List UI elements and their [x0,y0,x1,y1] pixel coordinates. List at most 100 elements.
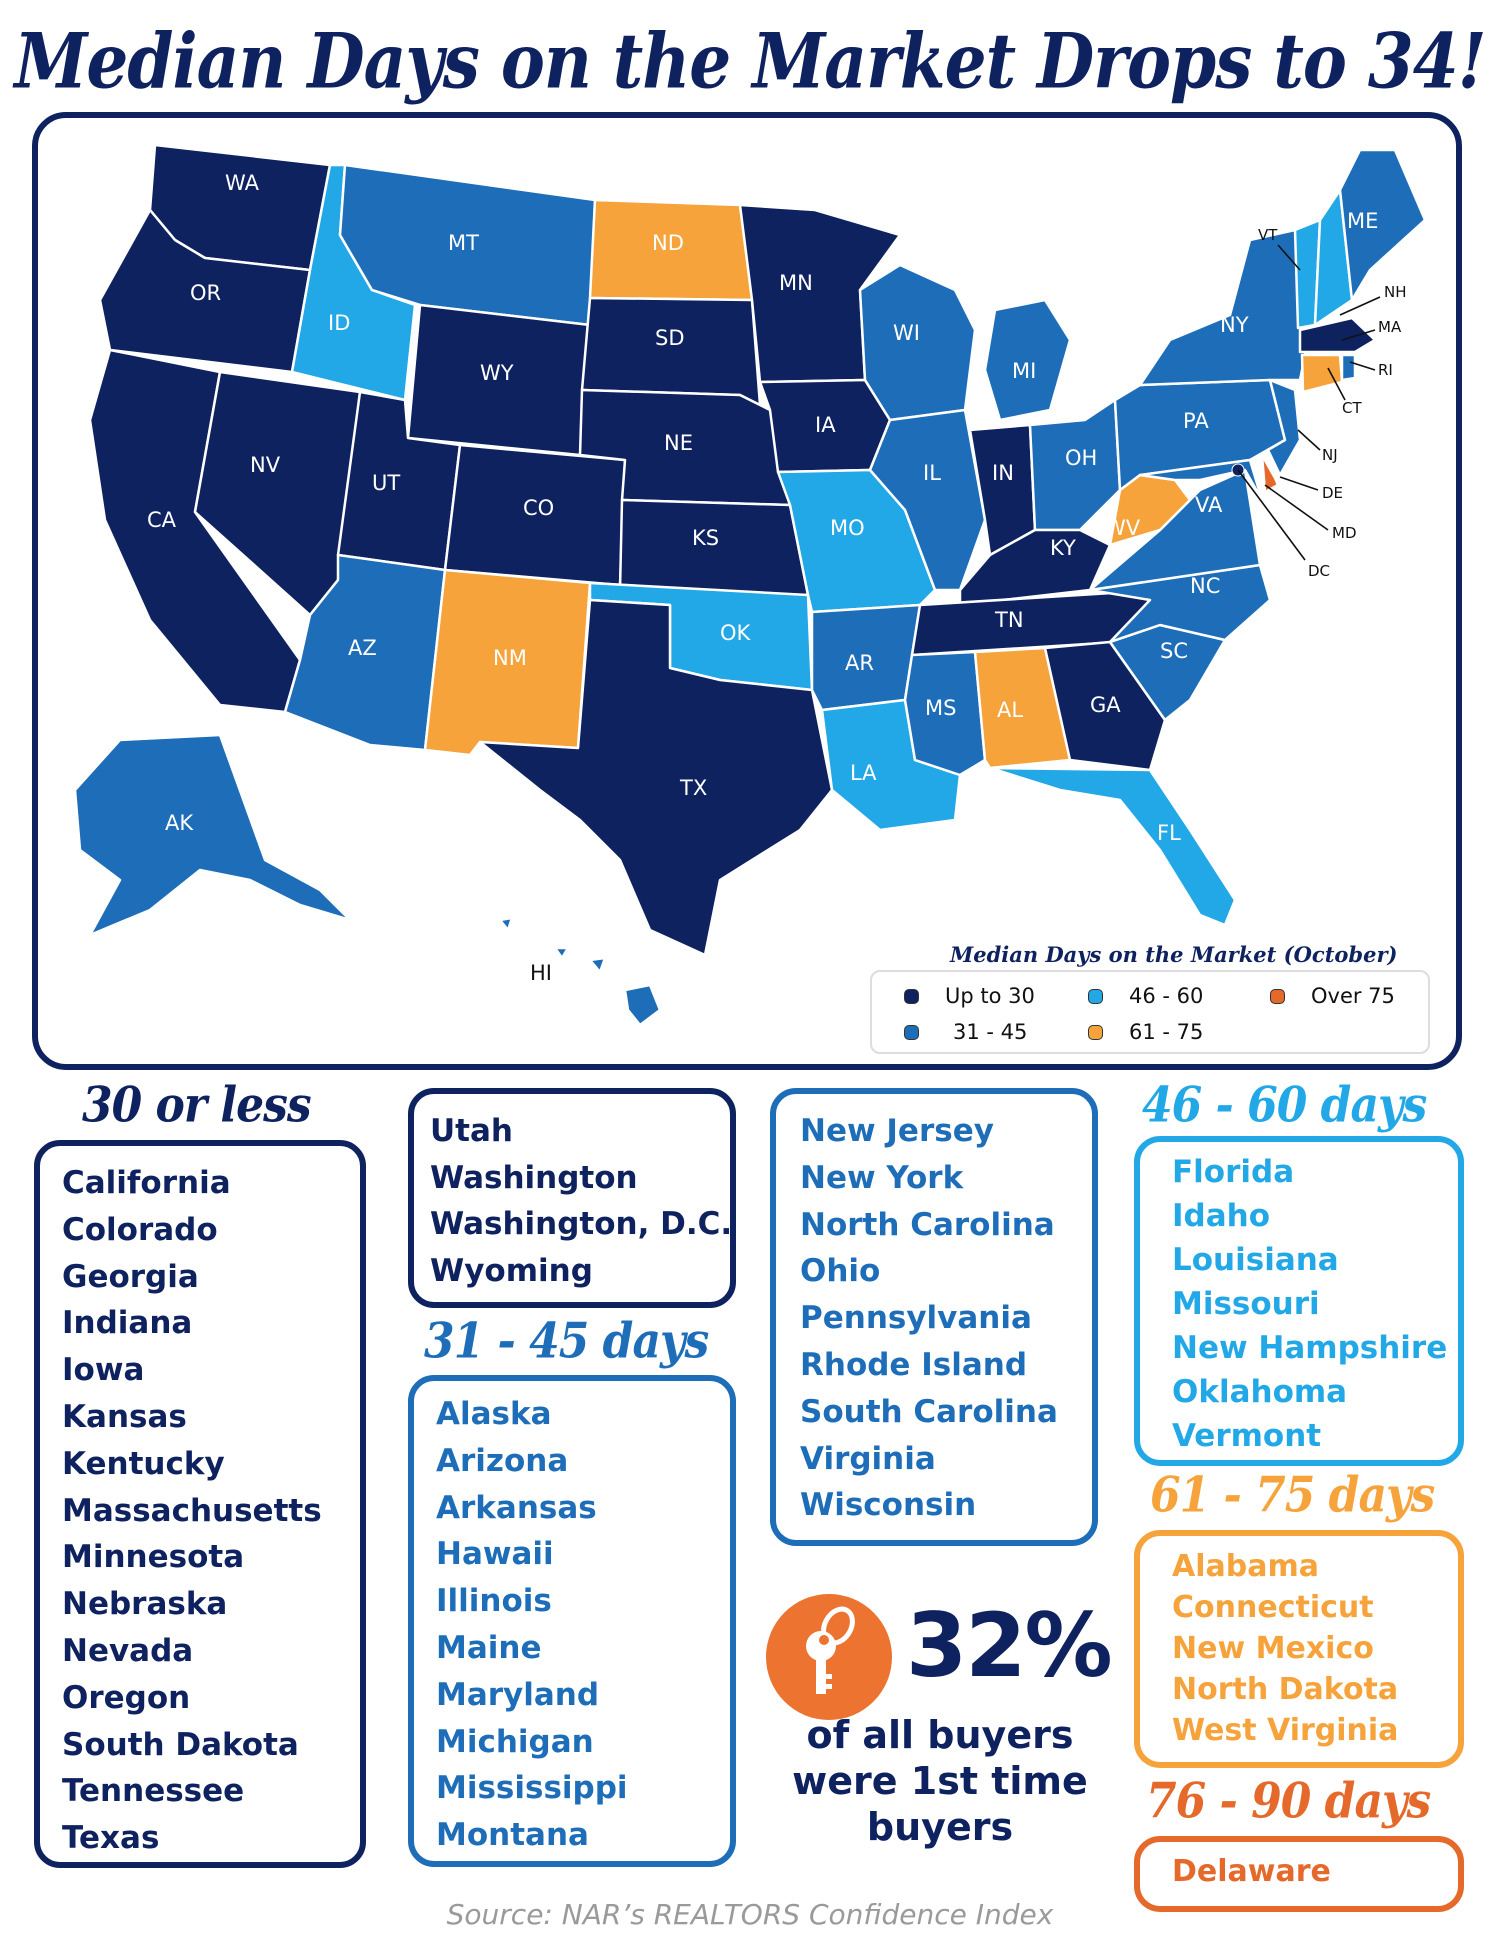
state-list-item: Minnesota [62,1539,245,1576]
legend-title: Median Days on the Market (October) [950,942,1398,967]
state-list-item: New Mexico [1172,1631,1374,1666]
state-de [1260,453,1280,494]
state-list-item: Washington, D.C. [430,1206,733,1242]
svg-text:LA: LA [850,761,877,785]
state-list-item: Maine [436,1629,542,1666]
state-list-item: Rhode Island [800,1346,1028,1383]
svg-text:AZ: AZ [348,636,377,660]
state-list-item: Washington [430,1159,638,1196]
state-mi [983,298,1072,422]
us-map: WA OR CA NV ID MT WY UT AZ CO NM ND SD N… [73,143,1427,1027]
svg-text:ND: ND [652,231,684,255]
state-list-item: Louisiana [1172,1242,1339,1278]
svg-text:NC: NC [1190,574,1220,598]
state-ga [1043,640,1167,772]
svg-text:NH: NH [1384,283,1407,301]
state-wi [858,263,977,422]
state-tx [478,598,834,957]
svg-text:WA: WA [225,171,260,195]
state-sd [580,296,762,407]
state-list-item: Hawaii [436,1536,554,1573]
state-list-item: North Carolina [800,1206,1055,1243]
state-va [1088,468,1262,592]
svg-text:FL: FL [1157,821,1181,845]
svg-text:OH: OH [1065,446,1097,470]
list-76-90: Delaware [1134,1836,1464,1912]
state-list-item: Mississippi [436,1770,628,1807]
state-list-item: Connecticut [1172,1590,1374,1625]
list-31-45-cont: New Jersey New York North Carolina Ohio Penn… [770,1088,1098,1546]
svg-text:MT: MT [448,231,479,255]
swatch-icon [1270,988,1285,1004]
svg-text:OK: OK [720,621,752,645]
swatch-icon [1088,1024,1103,1040]
key-icon [806,1606,855,1694]
svg-text:SC: SC [1160,639,1188,663]
state-list-item: Nebraska [62,1586,228,1623]
list-61-75: Alabama Connecticut New Mexico North Dakota… [1134,1530,1464,1768]
list-31-45: Alaska Arizona Arkansas Hawaii Illinois Maine… [408,1375,736,1867]
svg-text:CA: CA [147,508,177,532]
svg-text:WY: WY [480,361,514,385]
heading-61-75: 61 - 75 days [1150,1467,1435,1524]
swatch-icon [904,988,919,1004]
svg-text:WV: WV [1105,516,1141,540]
stat-value: 32% [906,1594,1113,1697]
svg-text:PA: PA [1183,409,1209,433]
heading-76-90: 76 - 90 days [1146,1773,1431,1830]
state-list-item: West Virginia [1172,1713,1399,1748]
state-me [1338,148,1427,302]
svg-text:NM: NM [493,646,527,670]
state-list-item: Delaware [1172,1854,1331,1889]
state-list-item: Montana [436,1817,589,1854]
state-list-item: Kansas [62,1398,187,1435]
svg-text:WI: WI [893,321,920,345]
svg-text:MO: MO [830,516,865,540]
list-46-60: Florida Idaho Louisiana Missouri New Hampshi… [1134,1136,1464,1466]
svg-text:VA: VA [1195,493,1223,517]
legend-item-31-45: 31 - 45 [904,1020,1027,1044]
state-list-item: Wisconsin [800,1487,977,1524]
state-list-item: Utah [430,1113,513,1149]
state-list-item: Tennessee [62,1773,245,1810]
state-ak [73,733,352,937]
svg-text:DC: DC [1308,562,1330,580]
state-list-item: Virginia [800,1440,936,1477]
svg-text:UT: UT [372,471,400,495]
state-hi [623,983,662,1027]
svg-text:AK: AK [165,811,194,835]
legend-item-61-75: 61 - 75 [1088,1020,1203,1044]
state-list-item: Kentucky [62,1445,225,1482]
source-note: Source: NAR’s REALTORS Confidence Index [446,1898,1054,1931]
state-list-item: Ohio [800,1253,881,1290]
stat-caption: of all buyers were 1st time buyers [792,1713,1088,1849]
state-list-item: Colorado [62,1211,218,1248]
svg-text:MD: MD [1332,524,1357,542]
state-ct [1300,353,1344,394]
state-il [868,408,987,592]
state-list-item: New Hampshire [1172,1330,1448,1366]
state-list-item: Georgia [62,1258,199,1295]
list-30-or-less: California Colorado Georgia Indiana Iowa Kans… [34,1140,366,1868]
list-30-or-less-cont: Utah Washington Washington, D.C. Wyoming [408,1088,736,1308]
svg-text:RI: RI [1378,361,1393,379]
state-list-item: Illinois [436,1583,552,1620]
svg-text:SD: SD [655,326,685,350]
svg-text:ME: ME [1347,209,1378,233]
svg-text:VT: VT [1258,226,1278,244]
svg-text:TX: TX [679,776,707,800]
svg-text:AR: AR [845,651,874,675]
svg-text:AL: AL [997,698,1023,722]
svg-text:HI: HI [530,961,552,985]
svg-text:NV: NV [250,453,281,477]
state-list-item: New York [800,1159,964,1196]
svg-text:NY: NY [1220,313,1249,337]
state-list-item: Pennsylvania [800,1300,1032,1337]
key-icon-badge [766,1594,892,1720]
svg-text:IN: IN [992,461,1014,485]
state-list-item: Oklahoma [1172,1374,1348,1410]
svg-text:TN: TN [994,608,1024,632]
state-al [973,646,1072,770]
svg-text:MI: MI [1012,359,1036,383]
state-list-item: Arkansas [436,1489,597,1526]
